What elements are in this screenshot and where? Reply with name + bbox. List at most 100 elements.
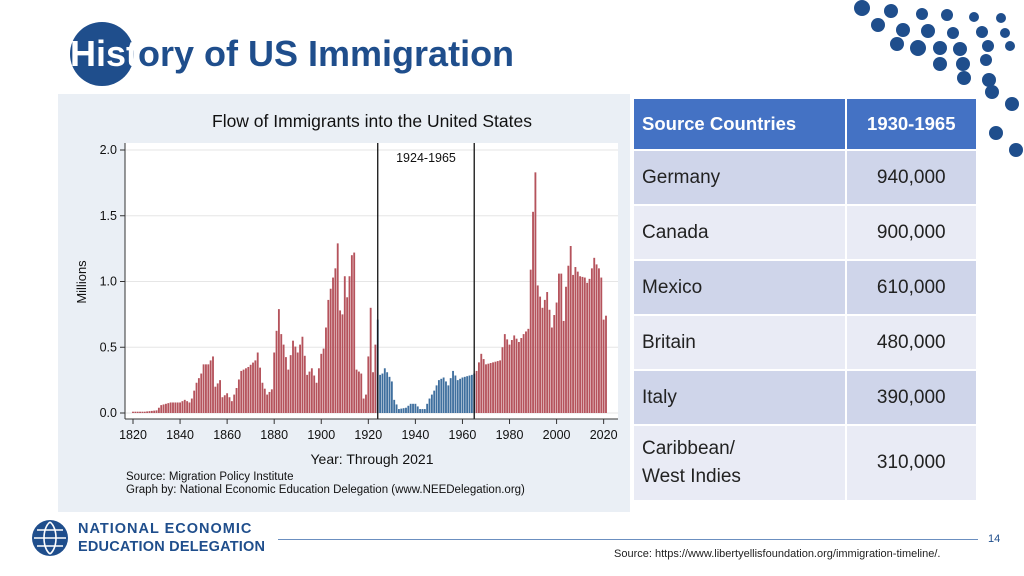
bar bbox=[405, 407, 407, 413]
bar bbox=[503, 334, 506, 413]
source-countries-table: Source Countries 1930-1965 Germany 940,0… bbox=[632, 97, 979, 502]
bar bbox=[207, 364, 210, 413]
bar bbox=[134, 411, 137, 413]
bar bbox=[508, 344, 511, 413]
bar bbox=[442, 377, 445, 413]
bar bbox=[348, 276, 351, 413]
bar bbox=[397, 409, 400, 413]
bar bbox=[532, 211, 534, 413]
bar bbox=[209, 360, 212, 413]
bar bbox=[414, 403, 417, 413]
period-annotation: 1924-1965 bbox=[396, 151, 456, 165]
bar bbox=[353, 252, 356, 413]
bar bbox=[466, 376, 469, 413]
bar bbox=[157, 407, 160, 413]
bar bbox=[169, 402, 172, 413]
bar bbox=[160, 405, 163, 413]
decorative-dot bbox=[947, 27, 959, 39]
decorative-dot bbox=[969, 12, 979, 22]
bar bbox=[562, 320, 565, 413]
bar bbox=[579, 276, 582, 413]
globe-icon bbox=[32, 520, 68, 556]
decorative-dot bbox=[976, 26, 988, 38]
bar bbox=[252, 362, 254, 413]
bar bbox=[162, 404, 165, 413]
bar bbox=[426, 403, 429, 413]
title-circle-decoration bbox=[70, 22, 134, 86]
bar bbox=[525, 331, 527, 413]
value-cell: 480,000 bbox=[844, 314, 979, 371]
bar bbox=[299, 344, 301, 413]
decorative-dot bbox=[884, 4, 898, 18]
bar bbox=[520, 338, 523, 413]
bar bbox=[548, 309, 551, 413]
bar bbox=[456, 380, 459, 414]
bar bbox=[407, 405, 410, 413]
country-cell: Caribbean/West Indies bbox=[632, 424, 847, 502]
bar bbox=[447, 385, 450, 413]
bar bbox=[237, 379, 240, 413]
bar bbox=[496, 361, 499, 413]
bar bbox=[445, 381, 447, 413]
bar bbox=[139, 411, 141, 413]
decorative-dots bbox=[840, 0, 1024, 170]
bar bbox=[268, 391, 271, 413]
decorative-dot bbox=[1000, 28, 1010, 38]
bar bbox=[586, 282, 589, 413]
x-tick-label: 2020 bbox=[590, 428, 618, 442]
bar bbox=[492, 362, 494, 413]
decorative-dot bbox=[910, 40, 926, 56]
bar bbox=[449, 378, 452, 413]
bar bbox=[240, 370, 243, 413]
x-tick-label: 1900 bbox=[307, 428, 335, 442]
bar bbox=[339, 310, 342, 413]
y-tick-label: 2.0 bbox=[100, 143, 117, 157]
bar bbox=[593, 257, 596, 413]
bar bbox=[494, 361, 497, 413]
bar bbox=[143, 411, 146, 413]
x-tick-label: 1940 bbox=[401, 428, 429, 442]
decorative-dot bbox=[921, 24, 935, 38]
bar bbox=[383, 368, 386, 413]
bar bbox=[393, 399, 396, 413]
bar bbox=[242, 369, 245, 413]
bar bbox=[266, 394, 269, 413]
bar bbox=[428, 398, 431, 413]
bar bbox=[329, 288, 332, 413]
bar bbox=[332, 277, 334, 413]
logo-text-line1: NATIONAL ECONOMIC bbox=[78, 521, 253, 537]
bar bbox=[322, 348, 325, 413]
bar bbox=[510, 340, 513, 413]
decorative-dot bbox=[890, 37, 904, 51]
bar bbox=[179, 402, 181, 413]
bar bbox=[357, 371, 360, 413]
bar bbox=[277, 309, 280, 413]
header-source-countries: Source Countries bbox=[632, 97, 847, 151]
bar bbox=[541, 307, 544, 413]
bar bbox=[219, 380, 221, 414]
decorative-dot bbox=[985, 85, 999, 99]
bar bbox=[485, 364, 487, 413]
decorative-dot bbox=[953, 42, 967, 56]
bar bbox=[480, 353, 483, 413]
decorative-dot bbox=[957, 71, 971, 85]
bar bbox=[565, 286, 567, 413]
bar bbox=[273, 352, 276, 413]
bar bbox=[390, 381, 393, 413]
country-line1: Caribbean/ bbox=[642, 438, 735, 459]
bar bbox=[289, 355, 292, 413]
bar bbox=[590, 268, 593, 413]
bar bbox=[233, 394, 236, 413]
bar bbox=[132, 411, 134, 413]
bar bbox=[301, 336, 304, 413]
bar bbox=[136, 411, 139, 413]
x-tick-label: 1820 bbox=[119, 428, 147, 442]
bar bbox=[602, 319, 605, 413]
bar bbox=[367, 356, 370, 413]
bar bbox=[223, 395, 226, 413]
bar bbox=[400, 408, 403, 413]
bar bbox=[501, 347, 504, 413]
bar bbox=[419, 409, 422, 413]
bar bbox=[386, 372, 389, 413]
bar bbox=[435, 385, 438, 413]
